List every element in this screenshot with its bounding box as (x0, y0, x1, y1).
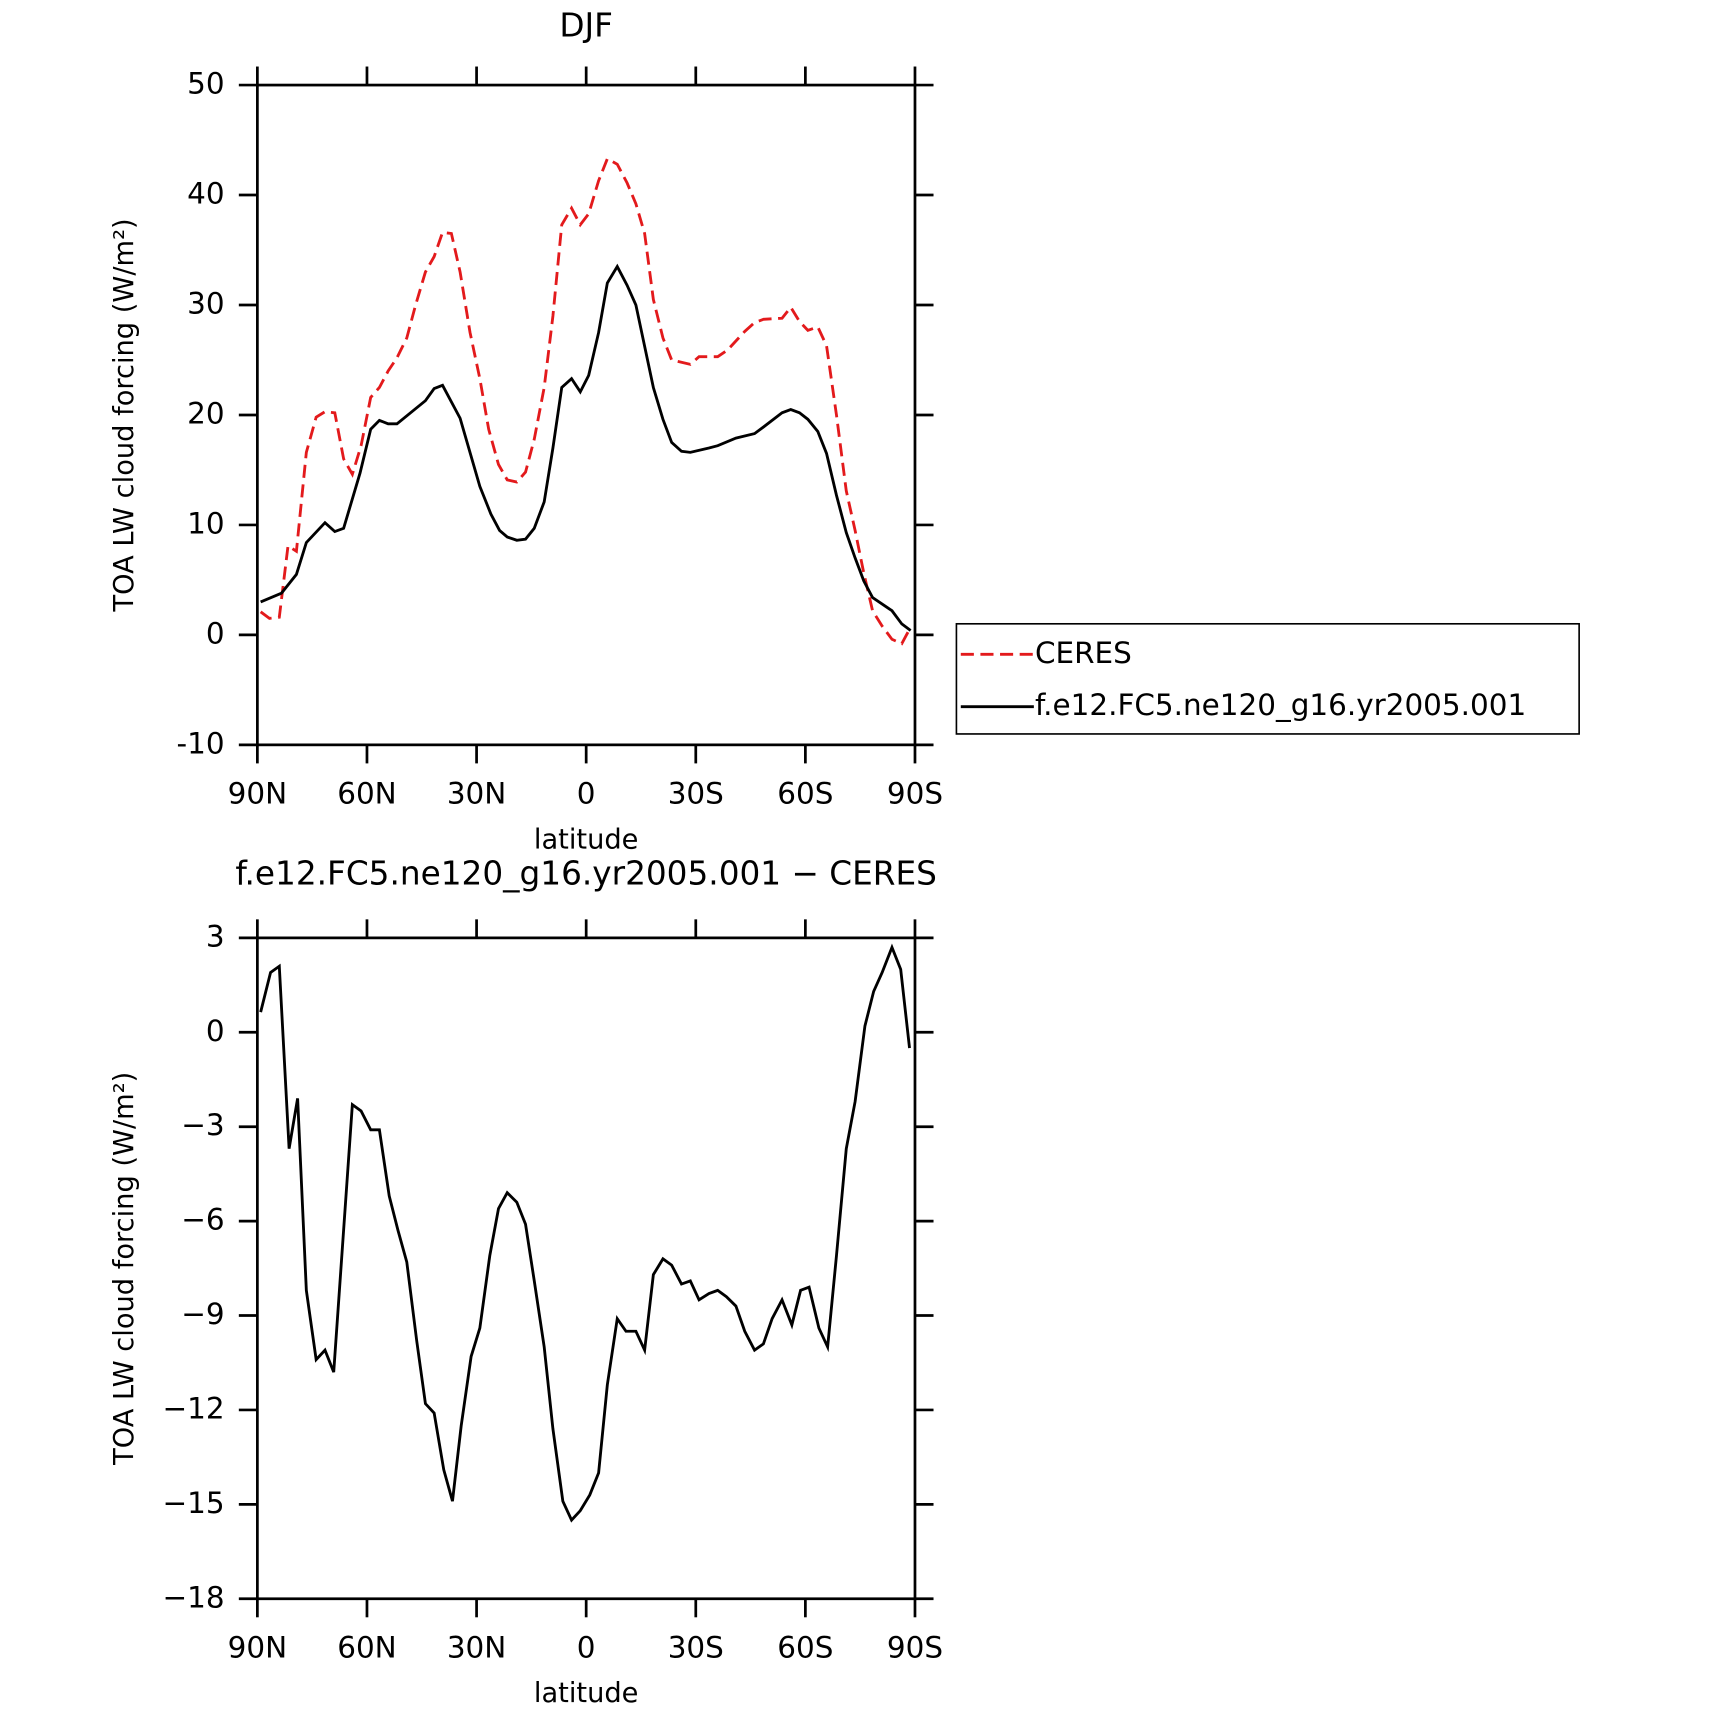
y-tick-label: -10 (177, 726, 225, 760)
y-tick-label: 0 (206, 616, 225, 650)
y-tick-label: 20 (187, 396, 224, 430)
x-tick-label: 0 (577, 777, 596, 811)
legend-label: CERES (1035, 636, 1132, 670)
y-tick-label: −15 (163, 1486, 225, 1520)
x-axis-label: latitude (534, 824, 639, 855)
plot-frame (256, 83, 917, 747)
y-tick-label: 3 (206, 919, 225, 953)
legend-box (955, 622, 1580, 735)
y-tick-label: −6 (181, 1203, 224, 1237)
y-tick-label: −9 (181, 1297, 224, 1331)
y-tick-label: 30 (187, 286, 224, 320)
x-tick-label: 60N (337, 1630, 396, 1664)
x-tick-label: 90S (887, 1630, 943, 1664)
data-line (260, 263, 912, 632)
x-tick-label: 30N (447, 777, 506, 811)
y-tick-label: −18 (163, 1580, 225, 1614)
y-tick-label: 10 (187, 506, 224, 540)
y-tick-label: 50 (187, 67, 224, 101)
x-tick-label: 0 (577, 1630, 596, 1664)
x-tick-label: 30S (668, 777, 724, 811)
y-tick-label: 0 (206, 1014, 225, 1048)
chart-title: DJF (559, 6, 613, 44)
x-tick-label: 30S (668, 1630, 724, 1664)
x-axis-label: latitude (534, 1678, 639, 1709)
x-tick-label: 90S (887, 777, 943, 811)
y-tick-label: −3 (181, 1108, 224, 1142)
x-tick-label: 30N (447, 1630, 506, 1664)
legend-label: f.e12.FC5.ne120_g16.yr2005.001 (1035, 688, 1526, 722)
y-tick-label: −12 (163, 1391, 225, 1425)
data-line (259, 943, 911, 1523)
x-tick-label: 90N (228, 1630, 287, 1664)
x-tick-label: 60S (777, 777, 833, 811)
x-tick-label: 60N (337, 777, 396, 811)
x-tick-label: 60S (777, 1630, 833, 1664)
x-tick-label: 90N (228, 777, 287, 811)
y-tick-label: 40 (187, 177, 224, 211)
chart-title: f.e12.FC5.ne120_g16.yr2005.001 − CERES (235, 855, 937, 893)
y-axis-label: TOA LW cloud forcing (W/m²) (109, 1072, 140, 1466)
y-axis-label: TOA LW cloud forcing (W/m²) (109, 218, 140, 612)
data-line (259, 156, 912, 646)
